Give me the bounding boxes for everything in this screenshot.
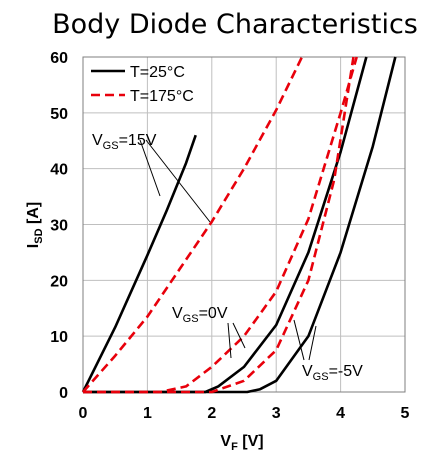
series-line-175c-vgs-neg5 (83, 56, 355, 394)
legend-label-25c: T=25°C (130, 64, 185, 81)
svg-text:VGS=-5V: VGS=-5V (302, 363, 363, 383)
x-tick-label: 2 (207, 405, 216, 422)
y-tick-label: 40 (50, 162, 68, 179)
chart-title: Body Diode Characteristics (52, 9, 418, 40)
x-axis-label-sub: F (231, 441, 238, 453)
annotation-vgs-15v-value: =15V (119, 132, 157, 149)
y-tick-label: 60 (50, 50, 68, 67)
annotation-vgs-0v-leader-b (232, 322, 246, 349)
annotation-vgs-5v-sub: GS (313, 371, 329, 383)
x-axis-label-main: V (220, 433, 231, 450)
annotation-vgs-15v-leader-a (139, 139, 161, 197)
grid (82, 56, 406, 393)
annotation-vgs-15v-main: V (92, 132, 103, 149)
y-axis-label-main: I (25, 244, 42, 248)
annotation-vgs-5v-leader-a (293, 319, 305, 361)
legend-label-175c: T=175°C (130, 88, 194, 105)
annotation-vgs-5v-main: V (302, 363, 313, 380)
legend: T=25°C T=175°C (91, 64, 194, 105)
x-tick-label: 3 (272, 405, 281, 422)
svg-text:VGS=15V: VGS=15V (92, 132, 157, 152)
annotation-vgs-0v-leader-a (227, 322, 232, 359)
series-line-175c-vgs-0 (83, 56, 358, 394)
annotation-vgs-0v: VGS=0V (172, 305, 246, 359)
series-line-25c-vgs-neg5 (83, 56, 397, 394)
svg-text:VGS=0V: VGS=0V (172, 305, 228, 325)
series-line-175c-vgs-15 (82, 56, 304, 393)
x-tick-label: 4 (336, 405, 345, 422)
y-tick-label: 10 (50, 329, 68, 346)
x-tick-labels: 0 1 2 3 4 5 (79, 405, 410, 422)
x-axis-label: VF [V] (220, 433, 263, 453)
y-tick-label: 30 (50, 218, 68, 235)
x-tick-label: 5 (401, 405, 410, 422)
annotation-vgs-5v: VGS=-5V (293, 319, 363, 383)
annotation-vgs-5v-value: =-5V (329, 363, 364, 380)
annotation-vgs-15v-leader-b (145, 139, 211, 223)
series-line-25c-vgs-15 (81, 134, 197, 393)
y-axis-label: ISD [A] (25, 202, 45, 248)
annotation-vgs-15v: VGS=15V (92, 132, 211, 223)
x-axis-label-unit: [V] (238, 433, 264, 450)
y-axis-label-sub: SD (33, 228, 45, 243)
series-lines (81, 56, 397, 394)
x-tick-label: 1 (143, 405, 152, 422)
annotation-vgs-15v-sub: GS (103, 140, 119, 152)
annotation-vgs-0v-sub: GS (183, 313, 199, 325)
x-tick-label: 0 (79, 405, 88, 422)
y-tick-label: 0 (59, 385, 68, 402)
y-tick-label: 20 (50, 273, 68, 290)
annotation-vgs-0v-value: =0V (199, 305, 228, 322)
annotation-vgs-5v-leader-b (308, 325, 317, 361)
y-axis-label-unit: [A] (25, 202, 42, 229)
annotation-vgs-0v-main: V (172, 305, 183, 322)
y-tick-labels: 0 10 20 30 40 50 60 (50, 50, 68, 402)
y-tick-label: 50 (50, 106, 68, 123)
